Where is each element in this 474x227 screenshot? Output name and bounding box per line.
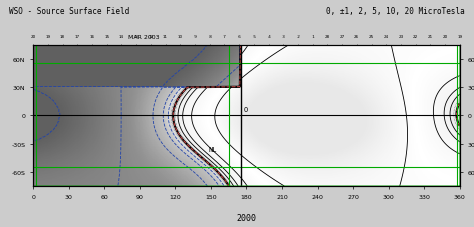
Text: 0, ±1, 2, 5, 10, 20 MicroTesla: 0, ±1, 2, 5, 10, 20 MicroTesla — [326, 7, 465, 16]
Text: MAR 2003: MAR 2003 — [128, 35, 160, 40]
Text: O: O — [244, 106, 248, 112]
Text: NL: NL — [209, 146, 217, 152]
Text: WSO - Source Surface Field: WSO - Source Surface Field — [9, 7, 130, 16]
Text: 2000: 2000 — [237, 214, 256, 222]
